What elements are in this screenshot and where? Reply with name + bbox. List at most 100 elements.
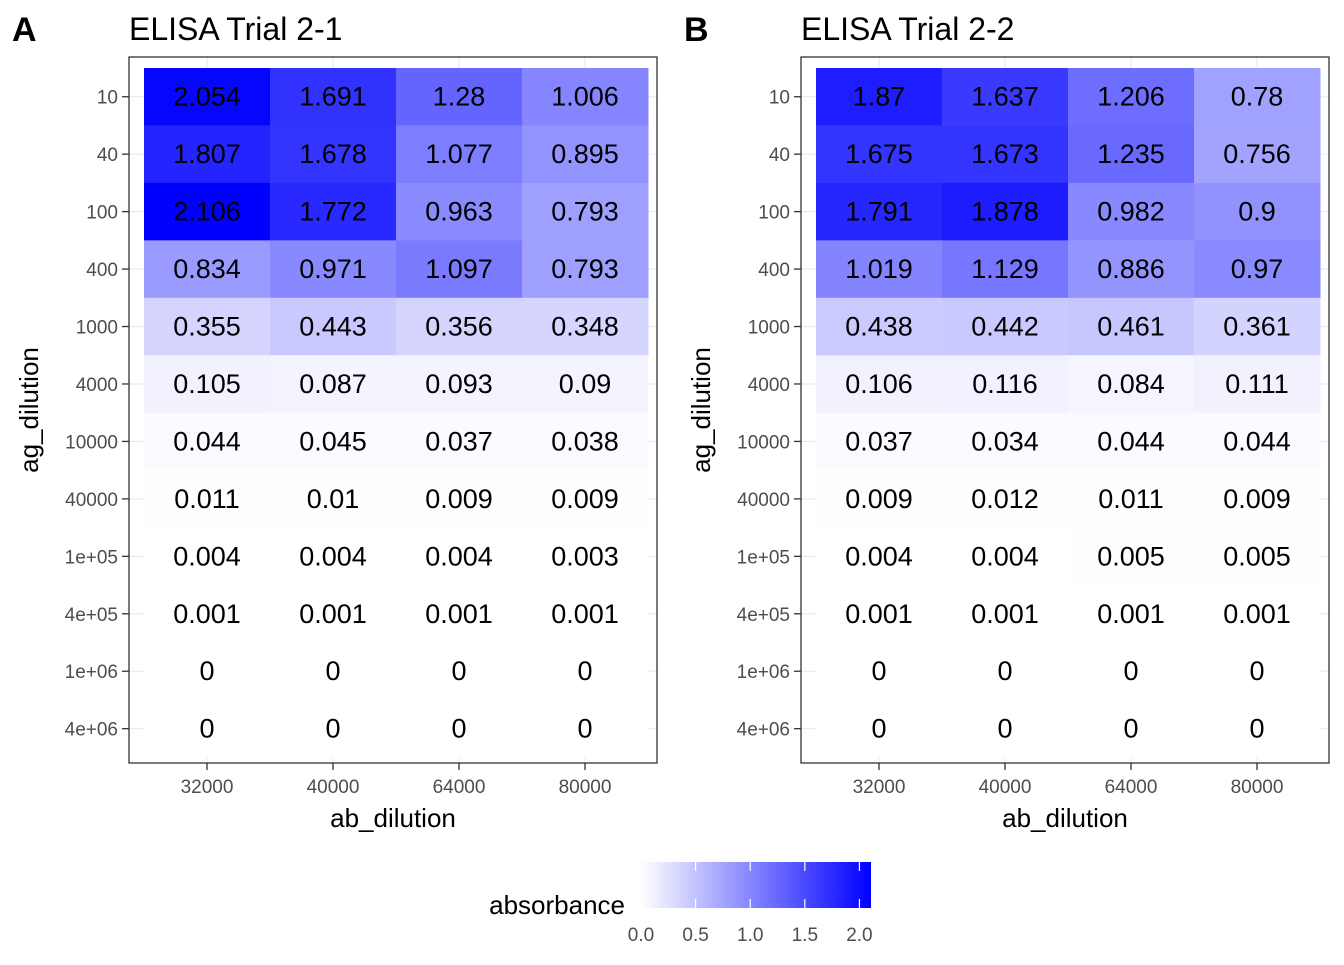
heatmap-cell <box>1194 182 1321 241</box>
x-tick-label: 32000 <box>853 777 906 798</box>
cell-value-label: 0.003 <box>551 541 619 571</box>
cell-value-label: 0.963 <box>425 197 493 227</box>
cell-value-label: 0.438 <box>845 312 913 342</box>
heatmap-cell <box>396 182 523 241</box>
y-tick-label: 4000 <box>748 375 790 396</box>
panel-tag: A <box>12 11 37 49</box>
y-tick-label: 10 <box>97 88 118 109</box>
legend-title: absorbance <box>489 890 625 920</box>
cell-value-label: 0.97 <box>1231 254 1284 284</box>
y-tick-label: 10000 <box>65 432 118 453</box>
y-tick-label: 4e+06 <box>737 720 790 741</box>
y-axis-title: ag_dilution <box>14 347 44 473</box>
cell-value-label: 1.637 <box>971 82 1039 112</box>
heatmap-cell <box>396 240 523 299</box>
heatmap-cell <box>942 412 1069 471</box>
cell-value-label: 0.442 <box>971 312 1039 342</box>
heatmap-cell <box>396 355 523 414</box>
heatmap-cell <box>522 527 649 586</box>
heatmap-cell <box>270 527 397 586</box>
cell-value-label: 0 <box>1123 714 1138 744</box>
heatmap-cell <box>522 68 649 126</box>
heatmap-cell <box>144 297 271 356</box>
heatmap-cell <box>816 125 943 184</box>
y-tick-label: 400 <box>758 260 790 281</box>
heatmap-cell <box>270 412 397 471</box>
heatmap-cell <box>144 182 271 241</box>
cell-value-label: 1.129 <box>971 254 1039 284</box>
heatmap-cell <box>942 470 1069 529</box>
y-axis-title: ag_dilution <box>686 347 716 473</box>
heatmap-cell <box>144 470 271 529</box>
heatmap-cell <box>1194 470 1321 529</box>
heatmap-cell <box>1068 182 1195 241</box>
heatmap-cell <box>1194 240 1321 299</box>
heatmap-cell <box>1068 470 1195 529</box>
heatmap-cell <box>270 642 397 701</box>
panel-border <box>800 56 1330 764</box>
cell-value-label: 1.791 <box>845 197 913 227</box>
heatmap-cell <box>1194 355 1321 414</box>
cell-value-label: 0 <box>325 714 340 744</box>
cell-value-label: 1.28 <box>433 82 486 112</box>
heatmap-cell <box>396 642 523 701</box>
cell-value-label: 0.034 <box>971 426 1039 456</box>
cell-value-label: 0.09 <box>559 369 612 399</box>
heatmap-cell <box>942 585 1069 643</box>
y-tick-label: 1e+06 <box>737 662 790 683</box>
cell-value-label: 0 <box>199 656 214 686</box>
heatmap-cell <box>942 642 1069 701</box>
y-tick-label: 1e+05 <box>65 547 118 568</box>
cell-value-label: 1.235 <box>1097 139 1165 169</box>
y-tick-label: 4e+06 <box>65 720 118 741</box>
cell-value-label: 1.206 <box>1097 82 1165 112</box>
y-tick-label: 4e+05 <box>65 605 118 626</box>
heatmap-cell <box>1068 240 1195 299</box>
cell-value-label: 0.886 <box>1097 254 1165 284</box>
heatmap-cell <box>522 240 649 299</box>
heatmap-cell <box>1068 699 1195 758</box>
heatmap-cell <box>396 412 523 471</box>
cell-value-label: 0 <box>325 656 340 686</box>
heatmap-cell <box>942 182 1069 241</box>
heatmap-cell <box>522 699 649 758</box>
cell-value-label: 0.348 <box>551 312 619 342</box>
heatmap-cell <box>816 68 943 126</box>
y-tick-label: 40000 <box>65 490 118 511</box>
heatmap-cell <box>522 585 649 643</box>
heatmap-cell <box>816 182 943 241</box>
x-axis-title: ab_dilution <box>1002 803 1128 833</box>
heatmap-cell <box>816 699 943 758</box>
heatmap-cell <box>816 297 943 356</box>
cell-value-label: 0.044 <box>1223 426 1291 456</box>
cell-value-label: 0 <box>577 656 592 686</box>
y-tick-label: 4e+05 <box>737 605 790 626</box>
colorbar-tick-label: 1.0 <box>737 925 763 946</box>
heatmap-cell <box>1194 699 1321 758</box>
heatmap-cell <box>1194 125 1321 184</box>
cell-value-label: 0.044 <box>173 426 241 456</box>
cell-value-label: 0.756 <box>1223 139 1291 169</box>
y-tick-label: 1e+05 <box>737 547 790 568</box>
heatmap-cell <box>144 68 271 126</box>
heatmap-cell <box>144 585 271 643</box>
colorbar <box>641 862 871 908</box>
cell-value-label: 0.361 <box>1223 312 1291 342</box>
heatmap-cell <box>270 68 397 126</box>
cell-value-label: 0.037 <box>845 426 913 456</box>
heatmap-cell <box>522 470 649 529</box>
panel-border <box>128 56 658 764</box>
cell-value-label: 0.001 <box>1223 599 1291 629</box>
cell-value-label: 0.004 <box>845 541 913 571</box>
cell-value-label: 0.982 <box>1097 197 1165 227</box>
x-axis-title: ab_dilution <box>330 803 456 833</box>
cell-value-label: 0.009 <box>425 484 493 514</box>
y-tick-label: 4000 <box>76 375 118 396</box>
panel-tag: B <box>684 11 709 49</box>
cell-value-label: 0 <box>1123 656 1138 686</box>
cell-value-label: 0.004 <box>425 541 493 571</box>
heatmap-cell <box>396 297 523 356</box>
cell-value-label: 0.971 <box>299 254 367 284</box>
heatmap-cell <box>1194 68 1321 126</box>
